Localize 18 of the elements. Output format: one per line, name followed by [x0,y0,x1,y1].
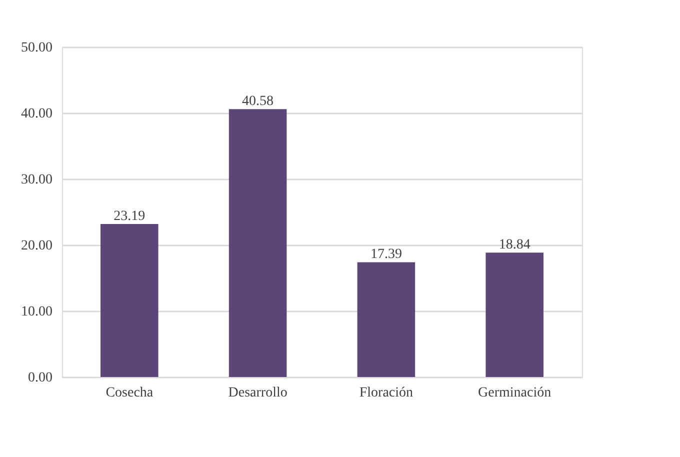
bar [486,252,544,377]
x-tick-label: Desarrollo [228,386,288,400]
y-tick-label: 40.00 [21,106,52,122]
y-tick-label: 50.00 [21,40,52,56]
y-tick-label: 20.00 [21,238,52,254]
x-tick-label: Floración [359,386,414,400]
x-tick-label: Cosecha [106,386,154,400]
y-tick-label: 30.00 [21,172,52,188]
data-label: 40.58 [242,94,274,110]
bar [228,109,287,377]
x-tick-label: Germinación [478,386,552,400]
bar [100,224,158,377]
data-label: 18.84 [498,238,530,253]
y-tick-label: 10.00 [21,304,52,320]
data-label: 17.39 [370,247,402,262]
data-label: 23.19 [114,208,146,224]
y-tick-label: 0.00 [28,370,52,386]
bar [357,262,416,377]
